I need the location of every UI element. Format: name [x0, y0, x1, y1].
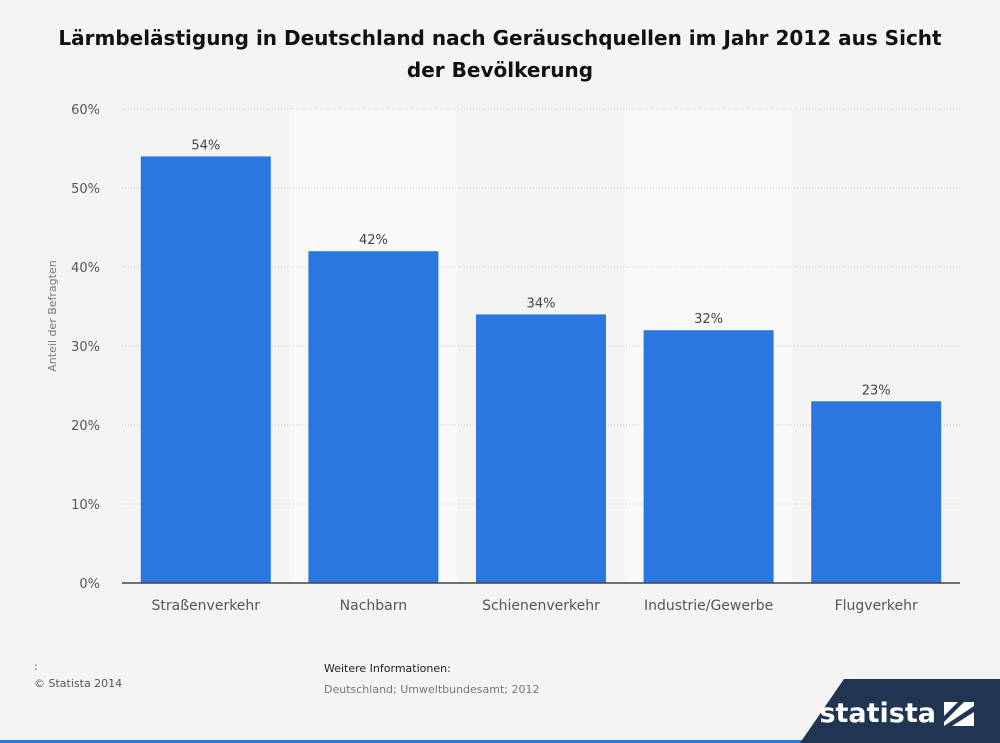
value-label: 23%	[862, 383, 891, 398]
x-tick-label: Flugverkehr	[835, 598, 918, 614]
footer-info: Weitere Informationen: Deutschland; Umwe…	[324, 658, 540, 700]
x-tick-label: Straßenverkehr	[152, 598, 261, 614]
statista-logo-icon	[944, 701, 974, 726]
bar[interactable]	[308, 251, 439, 583]
value-label: 34%	[527, 296, 556, 311]
y-axis-ticks: 0% 10% 20% 30% 40% 50% 60%	[71, 103, 100, 592]
footer-left: : © Statista 2014	[34, 658, 122, 692]
y-tick-label: 30%	[71, 340, 100, 355]
brand-name: statista	[819, 698, 936, 729]
y-axis-label: Anteil der Befragten	[46, 260, 59, 371]
x-tick-label: Schienenverkehr	[482, 598, 600, 614]
info-heading: Weitere Informationen:	[324, 662, 451, 675]
footer-colon: :	[34, 660, 38, 673]
bar[interactable]	[811, 401, 942, 583]
chart-title: Lärmbelästigung in Deutschland nach Gerä…	[58, 26, 942, 82]
x-tick-label: Industrie/Gewerbe	[644, 598, 773, 614]
x-axis-labels: Straßenverkehr Nachbarn Schienenverkehr Ind…	[152, 598, 919, 614]
y-tick-label: 60%	[71, 103, 100, 118]
y-tick-label: 10%	[71, 498, 100, 513]
bar[interactable]	[140, 156, 271, 583]
y-tick-label: 0%	[79, 577, 100, 592]
value-label: 42%	[359, 233, 388, 248]
statista-brand[interactable]: statista	[819, 698, 974, 729]
bar[interactable]	[476, 314, 606, 583]
y-tick-label: 40%	[71, 261, 100, 276]
bottom-accent-bar	[0, 740, 820, 743]
value-label: 54%	[191, 138, 220, 153]
bars	[140, 156, 942, 583]
value-label: 32%	[694, 312, 723, 327]
bar[interactable]	[643, 330, 774, 583]
copyright-text: © Statista 2014	[34, 677, 123, 690]
y-tick-label: 50%	[71, 182, 100, 197]
info-source: Deutschland; Umweltbundesamt; 2012	[324, 683, 540, 696]
x-tick-label: Nachbarn	[340, 598, 407, 614]
value-labels: 54% 42% 34% 32% 23%	[191, 138, 890, 398]
y-tick-label: 20%	[71, 419, 100, 434]
bar-chart: 0% 10% 20% 30% 40% 50% 60% 54% 42% 34% 32% 23% Str…	[46, 103, 960, 614]
